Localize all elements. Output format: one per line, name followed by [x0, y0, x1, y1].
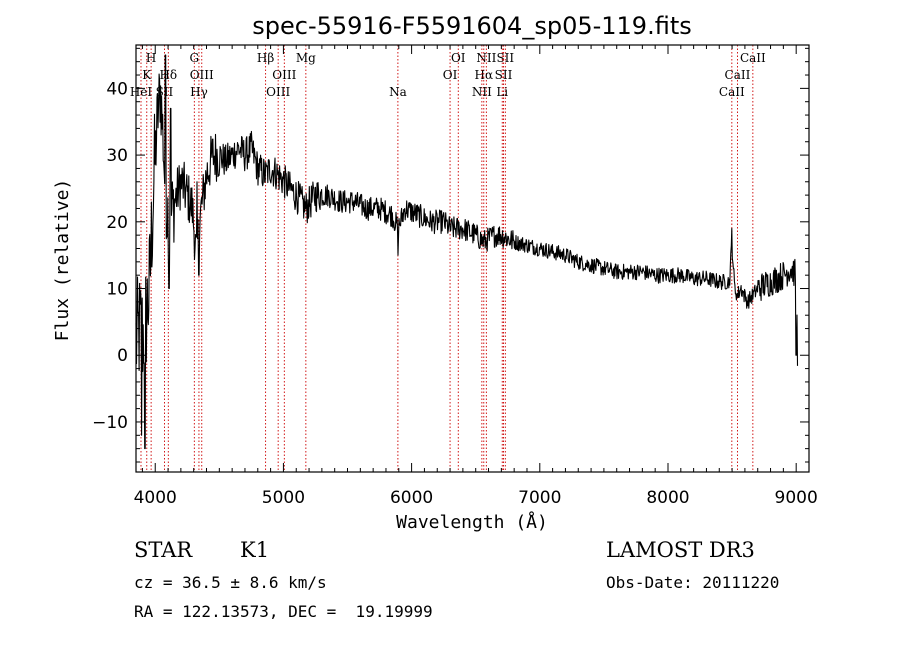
y-axis-label: Flux (relative) — [52, 179, 73, 342]
object-class: STAR — [134, 538, 193, 562]
line-marker-label: SII — [495, 68, 513, 82]
line-marker-label: H — [146, 51, 156, 65]
line-marker-label: K — [142, 68, 152, 82]
y-tick-label: −10 — [92, 413, 128, 433]
line-marker-label: Hβ — [257, 51, 274, 65]
plot-frame — [135, 44, 810, 473]
x-tick-label: 5000 — [262, 488, 305, 508]
y-tick-label: 40 — [106, 79, 128, 99]
x-tick-label: 4000 — [134, 488, 177, 508]
object-subclass: K1 — [240, 538, 270, 562]
x-tick-label: 6000 — [390, 488, 433, 508]
y-tick-label: 0 — [117, 346, 128, 366]
line-marker-label: SII — [496, 51, 514, 65]
redshift-text: cz = 36.5 ± 8.6 km/s — [134, 573, 327, 592]
axis-ticks: 4000 5000 6000 7000 8000 9000 −10 0 10 20 30 40 — [92, 45, 818, 508]
line-marker-label: NII — [472, 85, 492, 99]
line-marker-label: Li — [496, 85, 508, 99]
line-marker-label: CaII — [725, 68, 751, 82]
y-tick-label: 30 — [106, 146, 128, 166]
line-marker-label: OI — [451, 51, 466, 65]
line-marker-label: HeI — [130, 85, 153, 99]
line-marker-label: NII — [476, 51, 496, 65]
line-marker-label: Hγ — [190, 85, 208, 99]
line-marker-label: Mg — [296, 51, 316, 65]
y-tick-label: 20 — [106, 213, 128, 233]
x-axis-label: Wavelength (Å) — [396, 511, 548, 533]
line-marker-label: G — [190, 51, 200, 65]
x-tick-label: 9000 — [775, 488, 818, 508]
line-marker-label: CaII — [740, 51, 766, 65]
line-marker-label: OI — [443, 68, 458, 82]
chart-title: spec-55916-F5591604_sp05-119.fits — [252, 12, 691, 40]
line-marker-label: OIII — [190, 68, 214, 82]
line-marker-label: OIII — [266, 85, 290, 99]
line-marker-label: Hα — [474, 68, 493, 82]
line-marker-label: Na — [389, 85, 407, 99]
y-tick-label: 10 — [106, 280, 128, 300]
line-marker-label: Hδ — [159, 68, 177, 82]
line-marker-label: OIII — [272, 68, 296, 82]
x-tick-label: 8000 — [646, 488, 689, 508]
spectrum-line — [135, 54, 799, 450]
obs-date-text: Obs-Date: 20111220 — [606, 573, 780, 592]
survey-name: LAMOST DR3 — [606, 538, 755, 562]
line-marker-label: CaII — [719, 85, 745, 99]
coordinates-text: RA = 122.13573, DEC = 19.19999 — [134, 602, 433, 621]
x-tick-label: 7000 — [518, 488, 561, 508]
